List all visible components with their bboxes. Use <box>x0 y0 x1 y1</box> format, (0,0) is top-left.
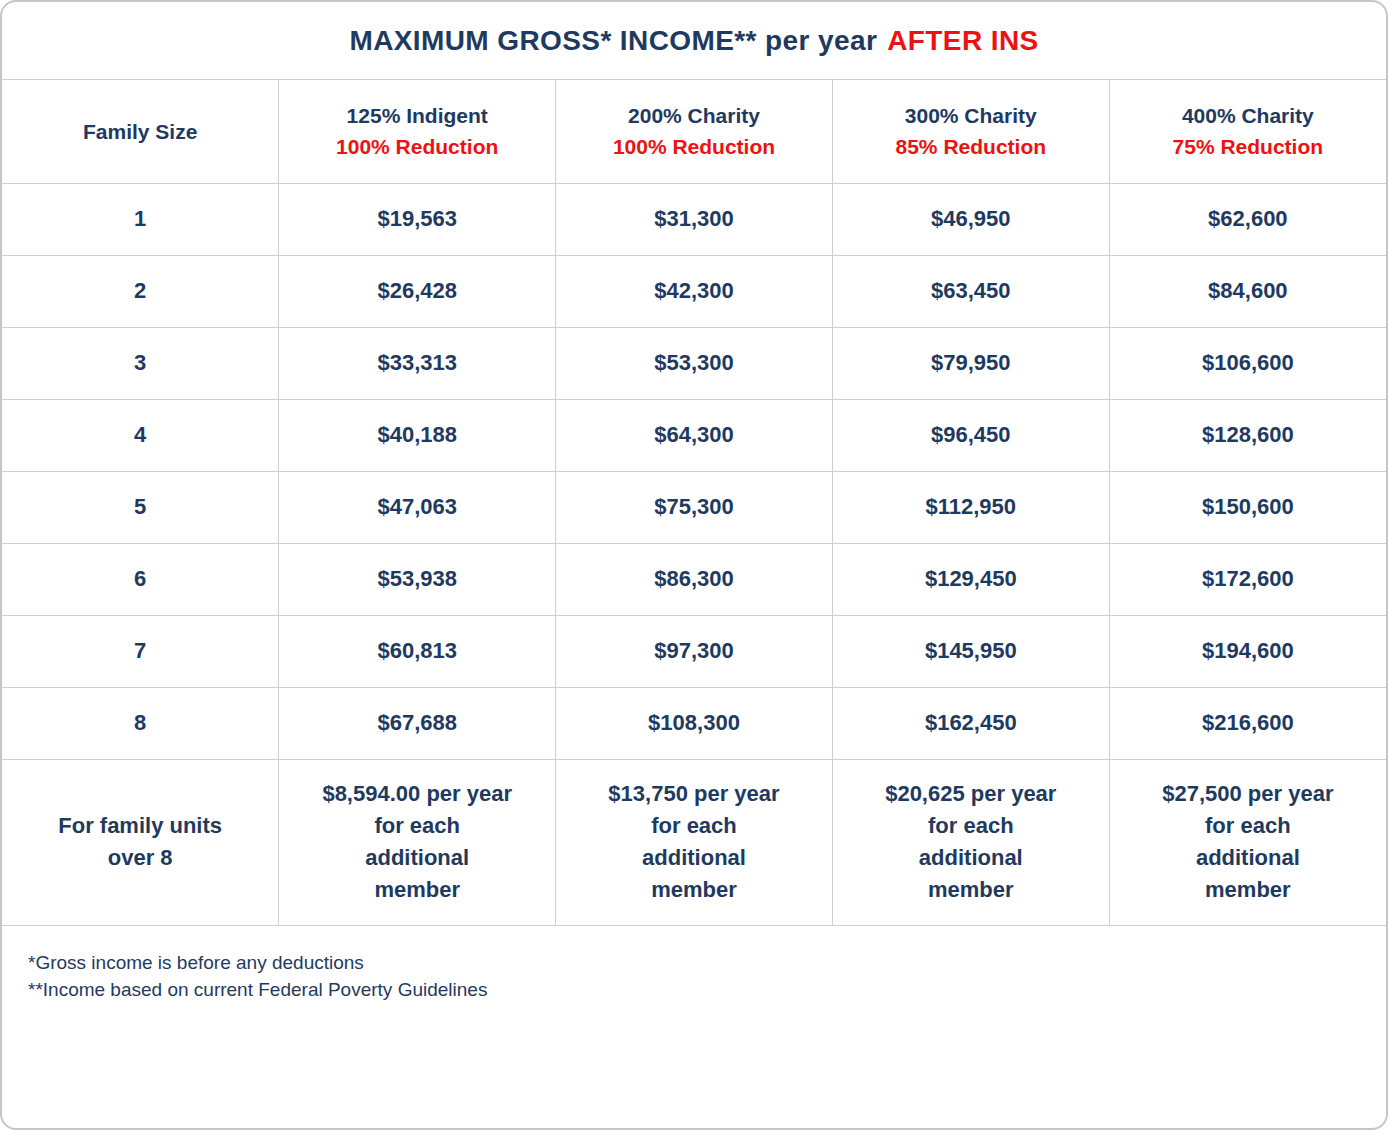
income-guidelines-card: MAXIMUM GROSS* INCOME** per year AFTER I… <box>0 0 1388 1130</box>
income-value-cell: $86,300 <box>556 543 833 615</box>
family-size-cell: 2 <box>2 255 279 327</box>
column-header-label: Family Size <box>12 116 268 148</box>
income-value-cell: $47,063 <box>279 471 556 543</box>
header-row: Family Size 125% Indigent 100% Reduction… <box>2 80 1386 183</box>
income-value-cell: $20,625 per year for each additional mem… <box>832 759 1109 925</box>
table-row: 4 $40,188 $64,300 $96,450 $128,600 <box>2 399 1386 471</box>
income-value-cell: $145,950 <box>832 615 1109 687</box>
income-value-cell: $62,600 <box>1109 183 1386 255</box>
table-row: 6 $53,938 $86,300 $129,450 $172,600 <box>2 543 1386 615</box>
income-value-cell: $19,563 <box>279 183 556 255</box>
table-row: 5 $47,063 $75,300 $112,950 $150,600 <box>2 471 1386 543</box>
income-value-cell: $27,500 per year for each additional mem… <box>1109 759 1386 925</box>
income-value-cell: $13,750 per year for each additional mem… <box>556 759 833 925</box>
income-value-cell: $60,813 <box>279 615 556 687</box>
family-size-cell: 5 <box>2 471 279 543</box>
column-header-sublabel: 100% Reduction <box>566 131 822 163</box>
income-value-cell: $162,450 <box>832 687 1109 759</box>
title-main: MAXIMUM GROSS* INCOME** per year <box>349 25 877 57</box>
column-header-sublabel: 75% Reduction <box>1120 131 1376 163</box>
family-size-cell: 4 <box>2 399 279 471</box>
income-table-wrap: Family Size 125% Indigent 100% Reduction… <box>2 80 1386 926</box>
family-size-cell: 6 <box>2 543 279 615</box>
column-header-sublabel: 100% Reduction <box>289 131 545 163</box>
family-size-over-8-cell: For family units over 8 <box>2 759 279 925</box>
title-highlight: AFTER INS <box>887 25 1038 57</box>
column-header-label: 200% Charity <box>566 100 822 132</box>
income-value-cell: $97,300 <box>556 615 833 687</box>
column-header-label: 400% Charity <box>1120 100 1376 132</box>
column-header-label: 125% Indigent <box>289 100 545 132</box>
table-row: 8 $67,688 $108,300 $162,450 $216,600 <box>2 687 1386 759</box>
income-value-cell: $194,600 <box>1109 615 1386 687</box>
footnote-gross-income: *Gross income is before any deductions <box>28 950 1386 977</box>
footnotes: *Gross income is before any deductions *… <box>2 926 1386 1004</box>
income-value-cell: $129,450 <box>832 543 1109 615</box>
income-value-cell: $84,600 <box>1109 255 1386 327</box>
income-value-cell: $67,688 <box>279 687 556 759</box>
table-row: 3 $33,313 $53,300 $79,950 $106,600 <box>2 327 1386 399</box>
income-value-cell: $33,313 <box>279 327 556 399</box>
income-value-cell: $112,950 <box>832 471 1109 543</box>
income-value-cell: $31,300 <box>556 183 833 255</box>
income-table: Family Size 125% Indigent 100% Reduction… <box>2 80 1386 925</box>
column-header-400-charity: 400% Charity 75% Reduction <box>1109 80 1386 183</box>
column-header-200-charity: 200% Charity 100% Reduction <box>556 80 833 183</box>
income-value-cell: $63,450 <box>832 255 1109 327</box>
income-value-cell: $96,450 <box>832 399 1109 471</box>
income-value-cell: $53,938 <box>279 543 556 615</box>
income-value-cell: $26,428 <box>279 255 556 327</box>
column-header-family-size: Family Size <box>2 80 279 183</box>
income-value-cell: $108,300 <box>556 687 833 759</box>
income-value-cell: $42,300 <box>556 255 833 327</box>
income-value-cell: $128,600 <box>1109 399 1386 471</box>
column-header-label: 300% Charity <box>843 100 1099 132</box>
table-row: 1 $19,563 $31,300 $46,950 $62,600 <box>2 183 1386 255</box>
family-size-cell: 3 <box>2 327 279 399</box>
income-value-cell: $40,188 <box>279 399 556 471</box>
income-value-cell: $8,594.00 per year for each additional m… <box>279 759 556 925</box>
income-value-cell: $79,950 <box>832 327 1109 399</box>
page-title: MAXIMUM GROSS* INCOME** per year AFTER I… <box>2 2 1386 80</box>
family-size-cell: 1 <box>2 183 279 255</box>
footnote-poverty-guidelines: **Income based on current Federal Povert… <box>28 977 1386 1004</box>
family-size-cell: 7 <box>2 615 279 687</box>
family-size-cell: 8 <box>2 687 279 759</box>
income-value-cell: $53,300 <box>556 327 833 399</box>
column-header-125-indigent: 125% Indigent 100% Reduction <box>279 80 556 183</box>
income-value-cell: $46,950 <box>832 183 1109 255</box>
income-value-cell: $64,300 <box>556 399 833 471</box>
income-value-cell: $150,600 <box>1109 471 1386 543</box>
table-row: 7 $60,813 $97,300 $145,950 $194,600 <box>2 615 1386 687</box>
column-header-sublabel: 85% Reduction <box>843 131 1099 163</box>
income-value-cell: $216,600 <box>1109 687 1386 759</box>
column-header-300-charity: 300% Charity 85% Reduction <box>832 80 1109 183</box>
income-value-cell: $106,600 <box>1109 327 1386 399</box>
income-value-cell: $75,300 <box>556 471 833 543</box>
table-row-over-8: For family units over 8 $8,594.00 per ye… <box>2 759 1386 925</box>
table-row: 2 $26,428 $42,300 $63,450 $84,600 <box>2 255 1386 327</box>
income-value-cell: $172,600 <box>1109 543 1386 615</box>
